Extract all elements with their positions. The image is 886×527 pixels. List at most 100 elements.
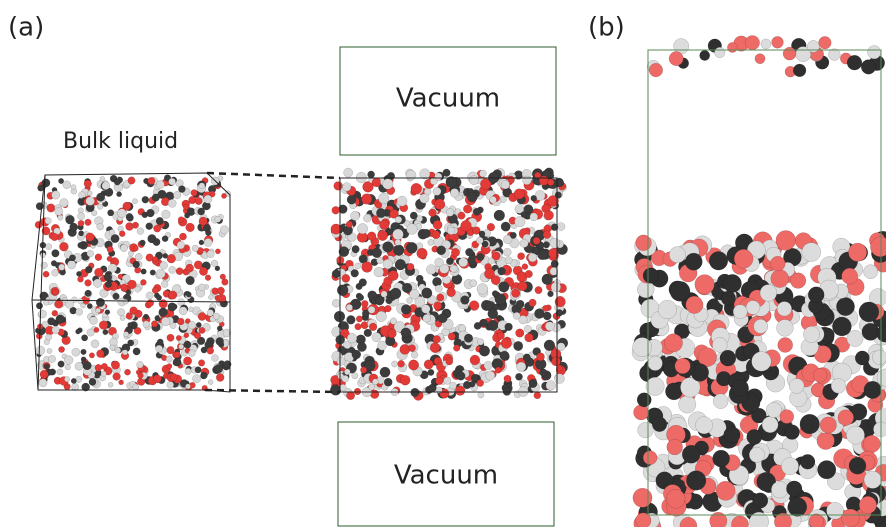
atom: [754, 319, 768, 333]
atom: [179, 233, 186, 240]
atom: [667, 439, 683, 455]
atom: [453, 345, 460, 352]
atom: [83, 361, 92, 370]
atom: [93, 279, 102, 288]
atom: [435, 258, 444, 267]
atom: [861, 60, 876, 75]
atom: [352, 350, 361, 359]
atom: [161, 317, 170, 326]
atom: [380, 367, 390, 377]
atom: [536, 353, 544, 361]
atom: [793, 64, 806, 77]
atom: [406, 170, 416, 180]
atom: [213, 313, 219, 319]
atom: [433, 187, 441, 195]
atom: [196, 322, 201, 327]
atom: [484, 361, 493, 370]
atom: [368, 171, 375, 178]
atom: [375, 296, 384, 305]
atom: [477, 253, 485, 261]
atom: [56, 315, 65, 324]
atom: [469, 176, 478, 185]
atom: [842, 268, 858, 284]
atom: [747, 429, 762, 444]
atom: [146, 292, 153, 299]
atom: [447, 288, 456, 297]
atom: [361, 322, 368, 329]
atom: [189, 350, 196, 357]
atom: [347, 195, 356, 204]
atom: [111, 361, 119, 369]
atom: [515, 373, 522, 380]
atom: [45, 218, 51, 224]
vacuum-label: Vacuum: [394, 461, 498, 491]
atom: [177, 241, 185, 249]
atom: [490, 196, 497, 203]
atom: [637, 281, 654, 298]
atom: [217, 326, 222, 331]
page: (a) Bulk liquid Vacuum Vacuum (b) (() =>…: [0, 0, 886, 527]
atom: [192, 375, 200, 383]
atom: [35, 221, 42, 228]
atom: [59, 346, 65, 352]
atom: [499, 282, 510, 293]
atom: [215, 216, 221, 222]
atom: [686, 296, 703, 313]
atom: [781, 458, 798, 475]
atom: [501, 180, 510, 189]
atom: [771, 481, 788, 498]
atom: [104, 273, 112, 281]
atom: [470, 280, 477, 287]
atom: [520, 239, 528, 247]
atom: [864, 471, 881, 488]
atom: [555, 374, 565, 384]
atom: [435, 285, 442, 292]
atom: [478, 392, 484, 398]
atom: [542, 305, 548, 311]
atom: [432, 231, 440, 239]
atom: [372, 379, 378, 385]
atom: [392, 361, 398, 367]
atom: [384, 378, 392, 386]
atom: [97, 223, 104, 230]
atom: [436, 377, 444, 385]
atom: [156, 180, 164, 188]
atom: [709, 251, 728, 270]
atom: [406, 242, 417, 253]
atom: [550, 238, 560, 248]
atom: [138, 373, 144, 379]
atom: [770, 256, 785, 271]
atom: [81, 303, 86, 308]
atom: [72, 383, 79, 390]
atom: [461, 220, 472, 231]
atom: [636, 235, 652, 251]
atom: [81, 357, 86, 362]
atom: [369, 323, 377, 331]
atom: [132, 222, 138, 228]
atom: [359, 279, 367, 287]
atom: [859, 496, 876, 513]
atom: [204, 238, 212, 246]
atom: [66, 215, 75, 224]
atom: [848, 243, 866, 261]
atom: [669, 52, 683, 66]
atom: [473, 208, 480, 215]
atom: [809, 514, 824, 527]
atom: [448, 333, 455, 340]
atom: [220, 226, 228, 234]
atom: [47, 348, 52, 353]
atom: [864, 265, 878, 279]
atom: [52, 310, 58, 316]
atom: [343, 183, 352, 192]
atom: [383, 259, 393, 269]
atom: [101, 363, 107, 369]
atom: [760, 285, 777, 302]
atom: [357, 224, 367, 234]
atom: [60, 199, 69, 208]
atom: [344, 369, 350, 375]
atom: [443, 169, 451, 177]
atom: [167, 364, 172, 369]
vacuum-label: Vacuum: [396, 84, 500, 114]
atom: [388, 270, 398, 280]
atom: [86, 197, 95, 206]
